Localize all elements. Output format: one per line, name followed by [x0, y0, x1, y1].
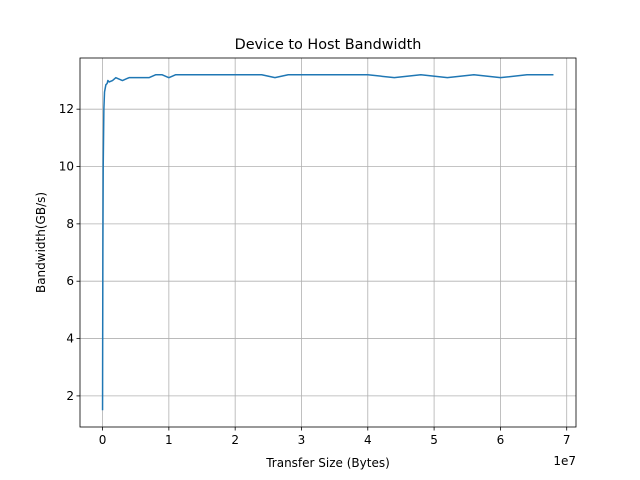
y-tick-label: 4	[66, 332, 74, 346]
axes-frame	[79, 57, 577, 428]
chart-title: Device to Host Bandwidth	[235, 37, 422, 53]
x-tick-label: 4	[364, 433, 372, 447]
bandwidth-series-line	[101, 74, 554, 411]
x-axis-offset-label: 1e7	[553, 454, 576, 468]
x-tick-label: 6	[497, 433, 505, 447]
x-axis-label: Transfer Size (Bytes)	[265, 456, 390, 470]
y-axis-label: Bandwidth(GB/s)	[34, 192, 48, 293]
grid-layer	[80, 58, 576, 427]
series-layer	[101, 74, 554, 411]
x-tick-label: 1	[165, 433, 173, 447]
y-tick-label: 6	[66, 274, 74, 288]
y-tick-label: 2	[66, 389, 74, 403]
y-tick-label: 8	[66, 217, 74, 231]
y-tick-label: 12	[59, 102, 74, 116]
x-tick-label: 3	[298, 433, 306, 447]
x-tick-label: 7	[563, 433, 571, 447]
x-tick-label: 2	[231, 433, 239, 447]
x-tick-label: 0	[99, 433, 107, 447]
y-tick-label: 10	[59, 160, 74, 174]
x-tick-label: 5	[430, 433, 438, 447]
